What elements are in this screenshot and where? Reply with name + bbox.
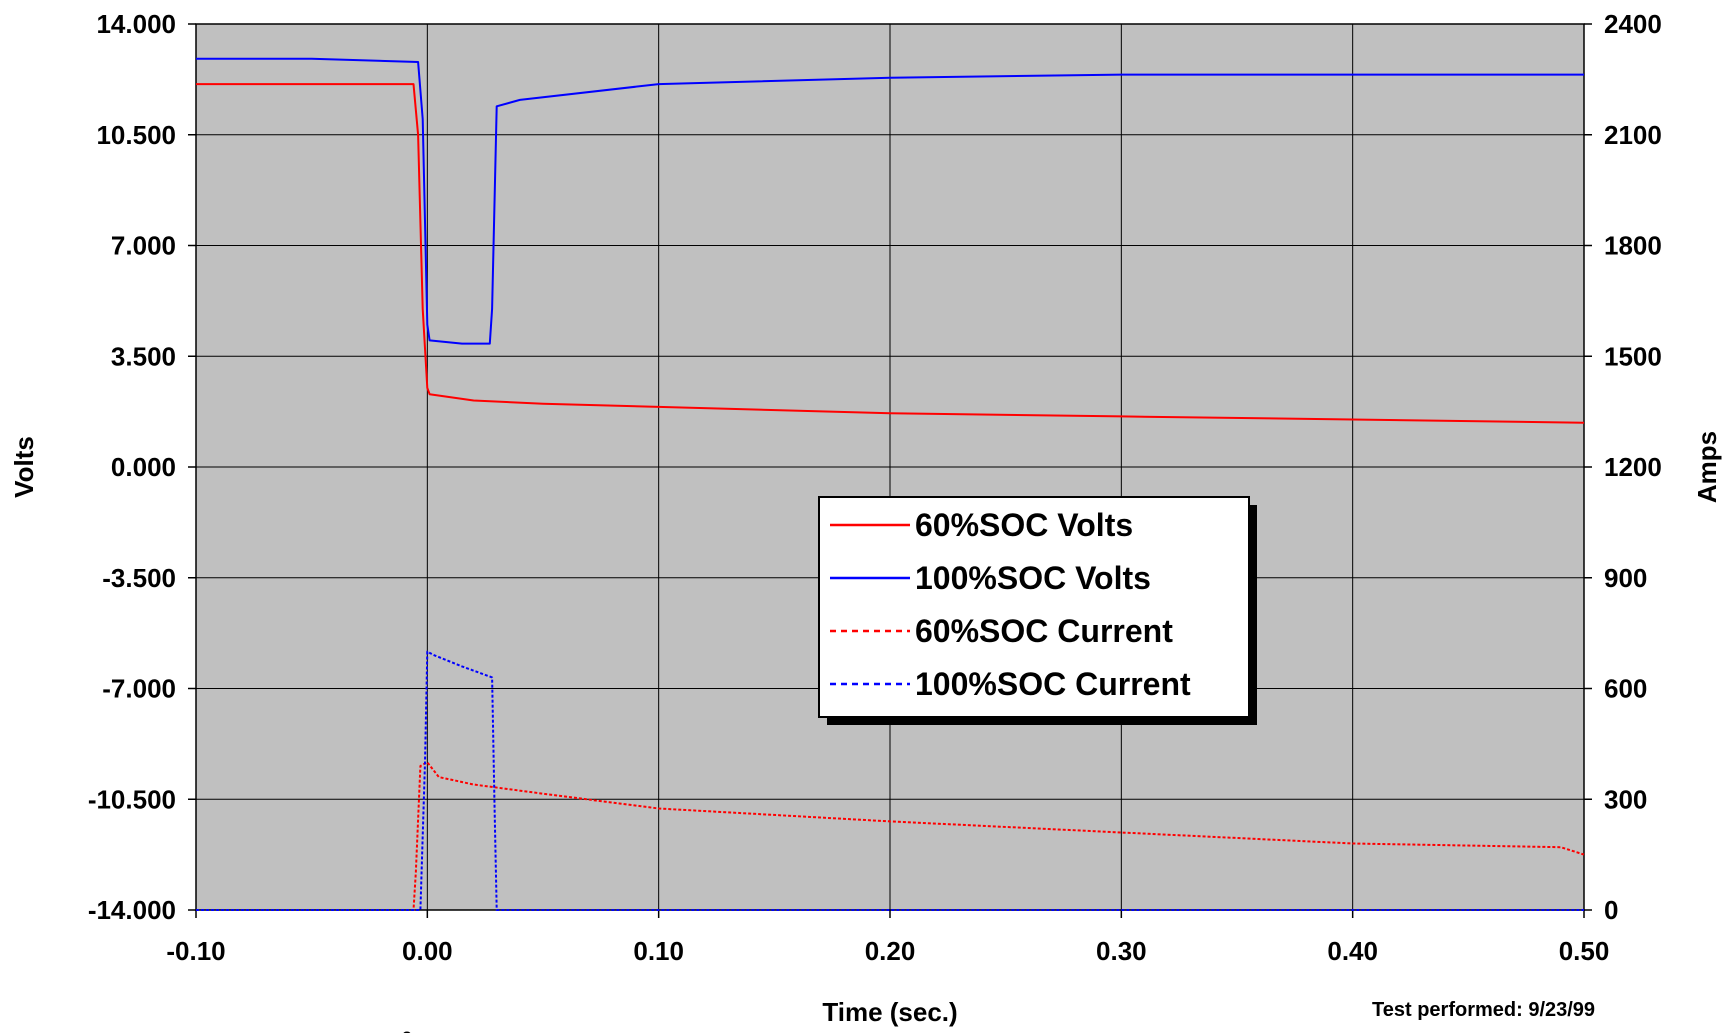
y-right-tick-label: 300 [1604, 784, 1647, 814]
y-right-tick-label: 1800 [1604, 231, 1662, 261]
series-line-4 [196, 650, 1584, 911]
y-left-tick-label: 0.000 [111, 452, 176, 482]
y-left-tick-label: 10.500 [96, 120, 176, 150]
x-tick-label: 0.10 [633, 936, 684, 966]
y-right-tick-label: 600 [1604, 674, 1647, 704]
legend: 60%SOC Volts 100%SOC Volts 60%SOC Current 1… [818, 496, 1257, 725]
x-tick-label: 0.30 [1096, 936, 1147, 966]
x-tick-label: 0.00 [402, 936, 453, 966]
y-right-tick-label: 900 [1604, 563, 1647, 593]
y-left-tick-label: 14.000 [96, 9, 176, 39]
y-left-tick-label: 3.500 [111, 341, 176, 371]
x-tick-label: -0.10 [166, 936, 225, 966]
legend-label: 60%SOC Current [915, 613, 1173, 649]
y-axis-title-left: Volts [9, 436, 39, 498]
footnote-degree-mark: o [402, 1027, 412, 1033]
series-line-3 [196, 761, 1585, 911]
series-line-2 [196, 57, 1584, 345]
y-right-tick-label: 0 [1604, 895, 1618, 925]
tick-labels: -0.10 0.00 0.10 0.20 0.30 0.40 0.50 14.000 10.50… [88, 9, 1662, 966]
y-left-tick-label: -14.000 [88, 895, 176, 925]
legend-box [818, 496, 1250, 718]
y-right-tick-label: 1500 [1604, 341, 1662, 371]
x-tick-label: 0.50 [1559, 936, 1610, 966]
grid [188, 23, 1592, 918]
legend-label: 100%SOC Volts [915, 560, 1151, 596]
y-right-tick-label: 1200 [1604, 452, 1662, 482]
y-right-tick-label: 2100 [1604, 120, 1662, 150]
legend-label: 60%SOC Volts [915, 507, 1133, 543]
series-layer [196, 57, 1585, 911]
y-axis-title-right: Amps [1692, 431, 1722, 503]
footnote-test-date: Test performed: 9/23/99 [1372, 999, 1595, 1021]
x-tick-label: 0.20 [865, 936, 916, 966]
x-tick-label: 0.40 [1327, 936, 1378, 966]
x-axis-title: Time (sec.) [822, 997, 957, 1027]
y-right-tick-label: 2400 [1604, 9, 1662, 39]
y-left-tick-label: -3.500 [102, 563, 176, 593]
legend-label: 100%SOC Current [915, 666, 1191, 702]
y-left-tick-label: 7.000 [111, 231, 176, 261]
y-left-tick-label: -7.000 [102, 674, 176, 704]
series-line-1 [196, 83, 1585, 424]
y-left-tick-label: -10.500 [88, 784, 176, 814]
